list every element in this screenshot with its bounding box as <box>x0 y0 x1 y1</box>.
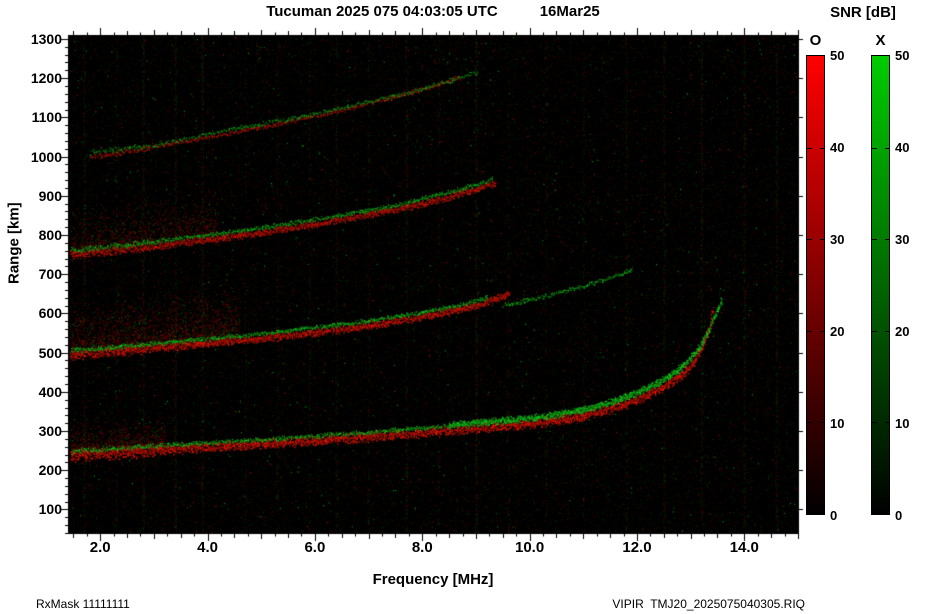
colorbar-tick-mark <box>885 330 890 332</box>
colorbar-tick-mark <box>807 330 812 332</box>
y-tick-label: 100 <box>38 501 62 518</box>
colorbar-tick-label: 40 <box>895 140 910 155</box>
y-tick-label: 1000 <box>30 148 62 165</box>
colorbar-tick-mark <box>872 239 877 241</box>
colorbar-tick-label: 20 <box>895 324 910 339</box>
y-tick-label: 300 <box>38 423 62 440</box>
y-tick-label: 900 <box>38 187 62 204</box>
colorbar-tick-label: 30 <box>830 232 845 247</box>
colorbar-tick-label: 10 <box>830 416 845 431</box>
colorbar-tick-mark <box>872 147 877 149</box>
data-file-label: VIPIR TMJ20_2025075040305.RIQ <box>612 597 805 611</box>
y-tick-label: 600 <box>38 305 62 322</box>
colorbar-tick-label: 10 <box>895 416 910 431</box>
x-tick-label: 6.0 <box>304 539 326 556</box>
colorbar-tick-mark <box>820 239 825 241</box>
colorbar-tick-label: 20 <box>830 324 845 339</box>
colorbar-tick-mark <box>885 147 890 149</box>
x-tick-label: 14.0 <box>729 539 759 556</box>
y-tick-label: 1200 <box>30 70 62 87</box>
y-tick-label: 1300 <box>30 30 62 47</box>
chart-date: 16Mar25 <box>539 3 600 20</box>
colorbar-tick-mark <box>885 422 890 424</box>
colorbar-tick-mark <box>820 330 825 332</box>
y-tick-label: 800 <box>38 226 62 243</box>
colorbar-tick-mark <box>807 422 812 424</box>
y-axis-tick-labels: 100 200 300 400 500 600 700 800 900 1000 1100 1200 1… <box>0 0 62 614</box>
x-mode-label: X <box>875 32 886 49</box>
rxmask-label: RxMask 11111111 <box>36 597 130 611</box>
y-tick-label: 400 <box>38 383 62 400</box>
x-axis-title: Frequency [MHz] <box>372 571 494 588</box>
chart-title: Tucuman 2025 075 04:03:05 UTC <box>266 3 498 20</box>
x-tick-label: 8.0 <box>411 539 433 556</box>
y-tick-label: 500 <box>38 344 62 361</box>
chart-title-row: Tucuman 2025 075 04:03:05 UTC 16Mar25 <box>68 3 798 20</box>
o-mode-colorbar <box>806 55 825 515</box>
colorbar-tick-mark <box>820 422 825 424</box>
o-mode-label: O <box>809 32 822 49</box>
colorbar-tick-label: 40 <box>830 140 845 155</box>
colorbar-tick-mark <box>807 239 812 241</box>
colorbar-tick-mark <box>872 330 877 332</box>
x-tick-label: 12.0 <box>622 539 652 556</box>
colorbar-tick-label: 0 <box>830 508 838 523</box>
x-tick-label: 2.0 <box>89 539 111 556</box>
colorbar-tick-mark <box>872 422 877 424</box>
x-tick-label: 4.0 <box>197 539 218 556</box>
colorbar-tick-label: 0 <box>895 508 903 523</box>
x-mode-colorbar <box>871 55 890 515</box>
colorbar-tick-label: 30 <box>895 232 910 247</box>
colorbar-title: SNR [dB] <box>830 4 896 21</box>
y-tick-label: 700 <box>38 266 62 283</box>
y-tick-label: 1100 <box>31 109 62 126</box>
colorbar-tick-label: 50 <box>895 48 910 63</box>
colorbar-tick-label: 50 <box>830 48 845 63</box>
colorbar-tick-mark <box>885 239 890 241</box>
y-tick-label: 200 <box>38 462 62 479</box>
colorbar-tick-mark <box>820 147 825 149</box>
x-tick-label: 10.0 <box>515 539 545 556</box>
colorbar-tick-mark <box>807 147 812 149</box>
